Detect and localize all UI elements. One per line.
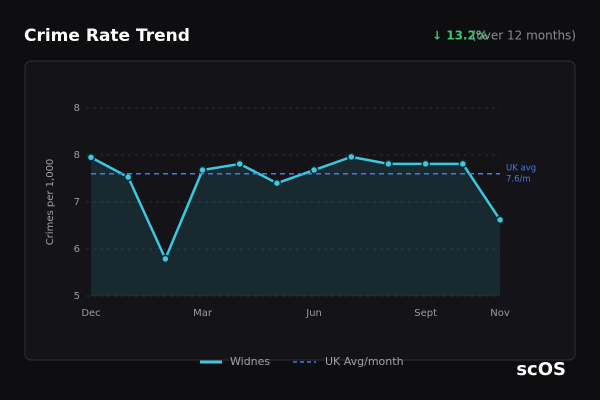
data-point <box>198 165 207 175</box>
x-tick-label: Mar <box>193 308 213 319</box>
data-point <box>309 165 319 175</box>
legend-label: Widnes <box>230 355 270 368</box>
data-point <box>347 152 356 162</box>
data-point <box>235 159 244 169</box>
x-tick-label: Jun <box>305 308 322 319</box>
x-tick-label: Nov <box>490 308 510 319</box>
y-tick-label: 8 <box>74 103 80 114</box>
reference-label: 7.6/m <box>506 174 531 184</box>
x-tick-label: Sept <box>414 308 437 319</box>
data-point <box>161 254 170 264</box>
y-tick-label: 6 <box>74 244 80 255</box>
reference-label: UK avg <box>506 163 536 173</box>
data-point <box>86 153 96 162</box>
y-tick-label: 7 <box>74 197 80 208</box>
data-point <box>272 178 282 188</box>
y-tick-label: 5 <box>74 291 80 302</box>
y-axis-label: Crimes per 1,000 <box>45 159 56 246</box>
brand: scOS <box>516 359 566 380</box>
data-point <box>495 215 505 225</box>
data-point <box>384 159 393 169</box>
plot: Crimes per 1,000 5 6 7 8 8 Dec Mar Jun Sept Nov UK … <box>45 103 536 368</box>
data-point <box>421 159 430 169</box>
title: Crime Rate Trend <box>24 26 190 46</box>
period: (over 12 months) <box>472 29 576 43</box>
chart-panel <box>24 60 576 361</box>
y-tick-label: 8 <box>74 150 80 161</box>
change: ↓ 13.2% <box>432 29 488 43</box>
series-line <box>90 155 502 261</box>
series-area <box>91 156 500 296</box>
x-tick-label: Dec <box>81 308 100 319</box>
data-point <box>458 159 468 169</box>
legend-label: UK Avg/month <box>325 355 404 368</box>
data-point <box>123 172 133 182</box>
